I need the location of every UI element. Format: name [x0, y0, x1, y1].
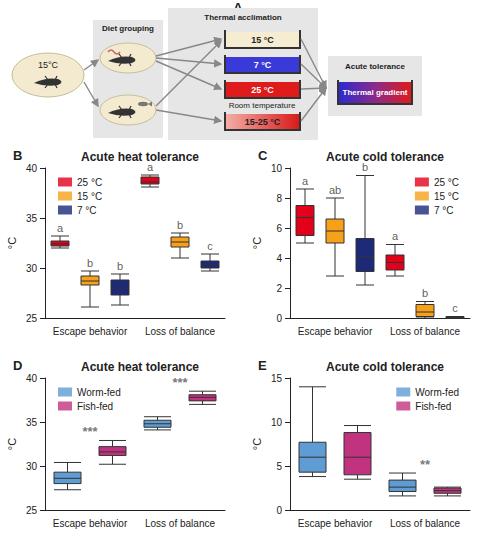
svg-text:15: 15: [271, 373, 283, 384]
svg-text:25 °C: 25 °C: [77, 177, 102, 188]
svg-text:c: c: [207, 240, 213, 252]
svg-text:Fish-fed: Fish-fed: [415, 401, 451, 412]
svg-text:Worm-fed: Worm-fed: [415, 387, 459, 398]
svg-text:Diet grouping: Diet grouping: [102, 24, 154, 33]
svg-text:E: E: [258, 358, 267, 373]
svg-text:15-25 °C: 15-25 °C: [245, 117, 281, 127]
svg-text:b: b: [117, 260, 123, 272]
svg-text:25: 25: [26, 505, 38, 516]
svg-text:7 °C: 7 °C: [77, 205, 97, 216]
svg-text:15 °C: 15 °C: [434, 191, 459, 202]
svg-text:C: C: [258, 148, 268, 163]
svg-text:b: b: [87, 257, 93, 269]
svg-text:40: 40: [26, 373, 38, 384]
svg-text:b: b: [422, 287, 428, 299]
svg-text:Escape behavior: Escape behavior: [53, 326, 128, 337]
svg-text:Acute cold tolerance: Acute cold tolerance: [326, 360, 444, 374]
svg-text:Acute cold tolerance: Acute cold tolerance: [326, 150, 444, 164]
svg-text:40: 40: [26, 163, 38, 174]
svg-text:Loss of balance: Loss of balance: [145, 326, 215, 337]
svg-text:°C: °C: [251, 237, 263, 249]
svg-text:Loss of balance: Loss of balance: [390, 518, 460, 529]
svg-text:30: 30: [26, 461, 38, 472]
svg-text:***: ***: [172, 375, 188, 390]
svg-text:°C: °C: [251, 438, 263, 450]
svg-text:Escape behavior: Escape behavior: [298, 326, 373, 337]
svg-text:30: 30: [26, 263, 38, 274]
svg-text:0: 0: [276, 313, 282, 324]
svg-text:***: ***: [82, 424, 98, 439]
svg-text:**: **: [420, 457, 431, 472]
svg-text:Loss of balance: Loss of balance: [145, 518, 215, 529]
svg-text:10: 10: [271, 163, 283, 174]
svg-text:15°C: 15°C: [38, 60, 59, 70]
svg-text:25 °C: 25 °C: [251, 85, 274, 95]
svg-text:Acute tolerance: Acute tolerance: [345, 62, 406, 71]
svg-text:35: 35: [26, 417, 38, 428]
svg-text:b: b: [361, 161, 369, 173]
svg-text:35: 35: [26, 213, 38, 224]
svg-text:Worm-fed: Worm-fed: [77, 387, 121, 398]
svg-text:10: 10: [271, 417, 283, 428]
svg-text:5: 5: [276, 461, 282, 472]
svg-text:ab: ab: [329, 184, 341, 196]
svg-text:Acute heat tolerance: Acute heat tolerance: [81, 360, 199, 374]
svg-text:Escape behavior: Escape behavior: [53, 518, 128, 529]
svg-text:a: a: [392, 230, 399, 242]
svg-text:0: 0: [276, 505, 282, 516]
svg-text:D: D: [13, 358, 22, 373]
svg-text:15 °C: 15 °C: [77, 191, 102, 202]
svg-text:Thermal acclimation: Thermal acclimation: [204, 13, 281, 22]
svg-text:°C: °C: [6, 438, 18, 450]
svg-text:8: 8: [276, 193, 282, 204]
svg-text:B: B: [13, 148, 22, 163]
svg-text:25 °C: 25 °C: [434, 177, 459, 188]
svg-text:Thermal gradient: Thermal gradient: [343, 88, 408, 97]
svg-text:15 °C: 15 °C: [251, 35, 274, 45]
svg-text:°C: °C: [6, 237, 18, 249]
svg-text:b: b: [177, 219, 183, 231]
svg-text:c: c: [452, 302, 458, 314]
svg-text:Room temperature: Room temperature: [229, 101, 296, 110]
svg-text:a: a: [146, 160, 154, 173]
svg-text:Fish-fed: Fish-fed: [77, 401, 113, 412]
svg-text:4: 4: [276, 253, 282, 264]
svg-text:a: a: [302, 175, 309, 187]
svg-text:Acute heat tolerance: Acute heat tolerance: [81, 150, 199, 164]
svg-text:25: 25: [26, 313, 38, 324]
svg-text:A: A: [233, 0, 243, 15]
svg-text:6: 6: [276, 223, 282, 234]
svg-text:Escape behavior: Escape behavior: [298, 518, 373, 529]
svg-text:Loss of balance: Loss of balance: [390, 326, 460, 337]
svg-text:a: a: [57, 222, 64, 234]
svg-text:7 °C: 7 °C: [434, 205, 454, 216]
svg-text:2: 2: [276, 283, 282, 294]
svg-text:7 °C: 7 °C: [254, 60, 272, 70]
